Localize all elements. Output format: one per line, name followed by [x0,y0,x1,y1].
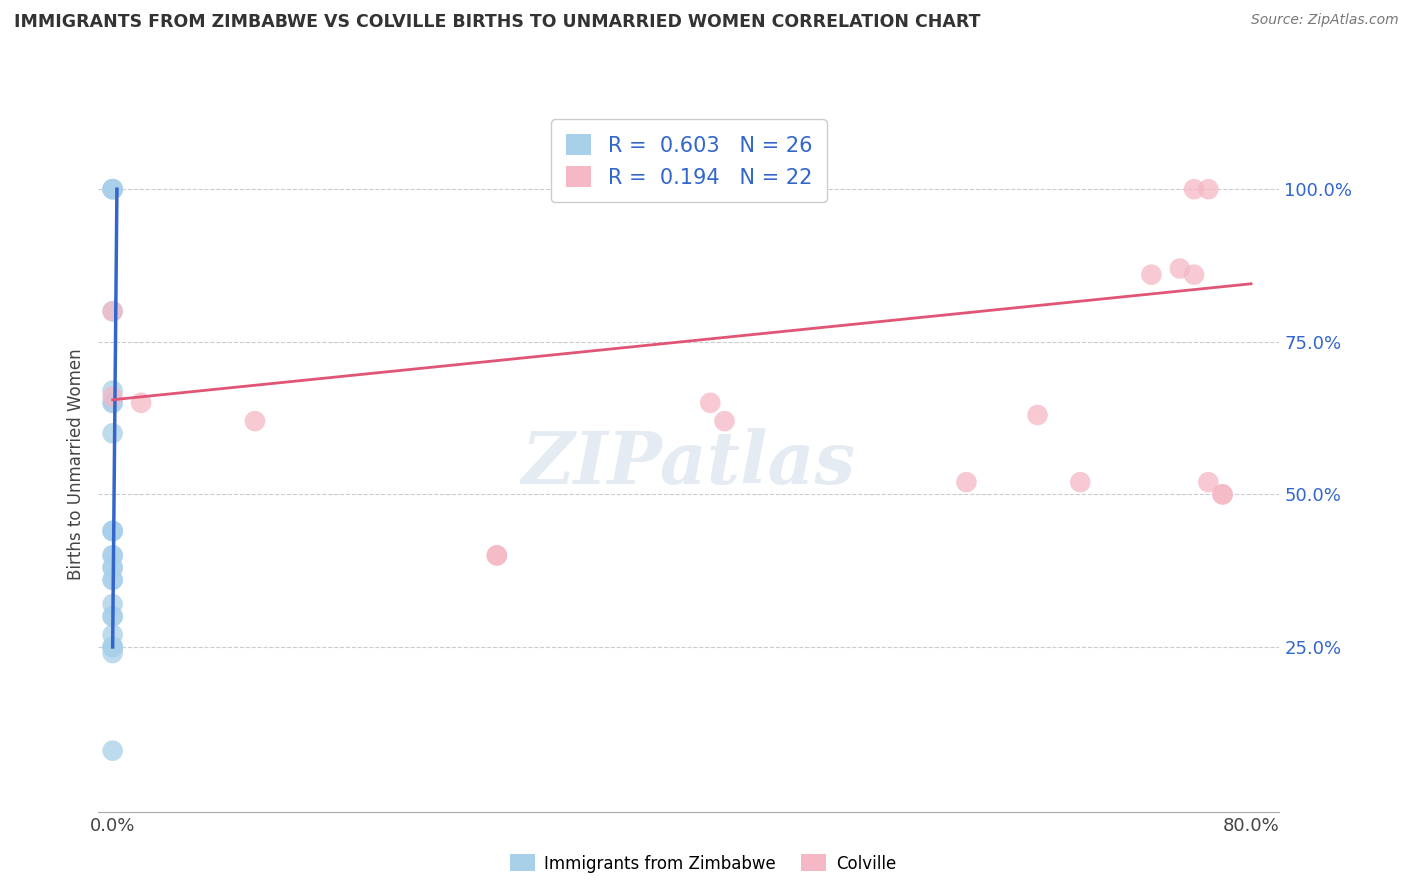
Point [101,524,124,538]
Point [1197,475,1219,490]
Y-axis label: Births to Unmarried Women: Births to Unmarried Women [66,348,84,580]
Point [101,182,124,196]
Point [485,549,508,563]
Point [101,524,124,538]
Point [101,628,124,642]
Point [101,384,124,398]
Point [101,640,124,654]
Point [699,396,721,410]
Point [101,573,124,587]
Point [101,396,124,410]
Point [101,744,124,758]
Point [101,304,124,318]
Point [1026,408,1049,422]
Point [1182,268,1205,282]
Point [101,597,124,611]
Point [243,414,266,428]
Point [1069,475,1091,490]
Point [101,609,124,624]
Point [101,390,124,404]
Point [101,426,124,441]
Point [101,640,124,654]
Point [1182,182,1205,196]
Point [1212,487,1234,501]
Point [101,560,124,574]
Point [101,560,124,574]
Text: Source: ZipAtlas.com: Source: ZipAtlas.com [1251,13,1399,28]
Point [101,396,124,410]
Point [485,549,508,563]
Point [101,549,124,563]
Point [101,304,124,318]
Point [101,640,124,654]
Point [101,549,124,563]
Point [1197,182,1219,196]
Point [1212,487,1234,501]
Point [955,475,977,490]
Point [101,573,124,587]
Legend: Immigrants from Zimbabwe, Colville: Immigrants from Zimbabwe, Colville [503,847,903,880]
Point [1140,268,1163,282]
Point [101,182,124,196]
Point [713,414,735,428]
Text: ZIPatlas: ZIPatlas [522,428,856,500]
Point [101,524,124,538]
Point [129,396,152,410]
Point [101,609,124,624]
Legend: R =  0.603   N = 26, R =  0.194   N = 22: R = 0.603 N = 26, R = 0.194 N = 22 [551,120,827,202]
Point [101,646,124,660]
Point [101,182,124,196]
Point [1168,261,1191,276]
Text: IMMIGRANTS FROM ZIMBABWE VS COLVILLE BIRTHS TO UNMARRIED WOMEN CORRELATION CHART: IMMIGRANTS FROM ZIMBABWE VS COLVILLE BIR… [14,13,980,31]
